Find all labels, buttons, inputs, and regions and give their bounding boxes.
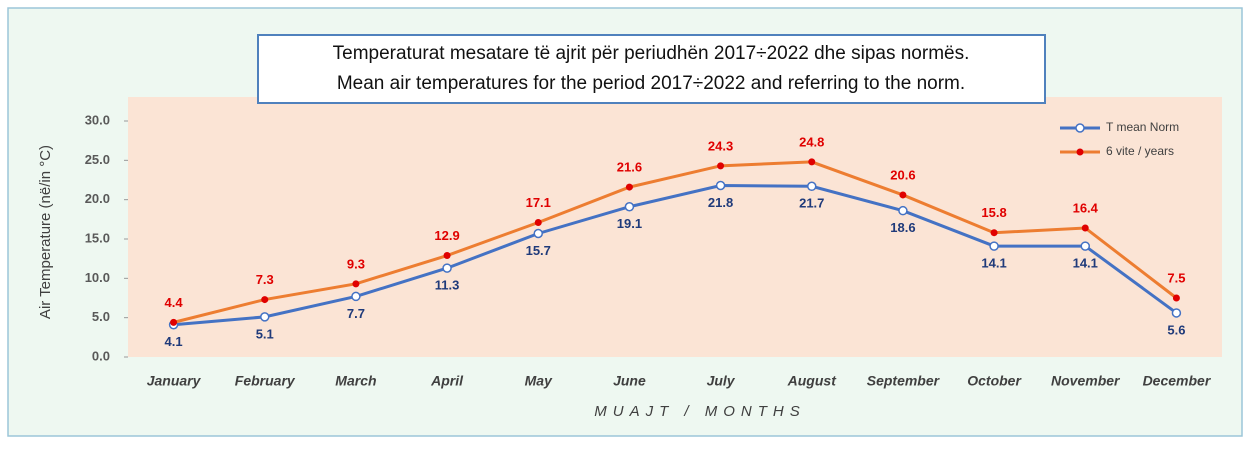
plot-area [128, 97, 1222, 357]
data-label: 21.6 [617, 160, 642, 175]
data-label: 21.8 [708, 195, 733, 210]
y-axis-title: Air Temperature (në/in °C) [37, 145, 54, 319]
data-label: 15.7 [526, 243, 551, 258]
data-label: 21.7 [799, 196, 824, 211]
marker [261, 296, 269, 304]
marker [717, 162, 725, 170]
data-label: 9.3 [347, 256, 365, 271]
data-label: 5.6 [1167, 322, 1185, 337]
data-label: 20.6 [890, 167, 915, 182]
data-label: 11.3 [435, 278, 460, 293]
legend-marker [1075, 123, 1085, 133]
x-tick-label: January [147, 373, 202, 389]
data-label: 24.8 [799, 134, 824, 149]
marker [170, 318, 178, 326]
marker [1171, 308, 1182, 318]
marker [351, 291, 361, 302]
data-label: 14.1 [981, 256, 1006, 271]
series-line [173, 160, 1178, 324]
marker [260, 312, 270, 322]
marker [533, 228, 543, 239]
data-label: 15.8 [981, 205, 1006, 220]
marker [443, 252, 451, 260]
data-label: 18.6 [890, 220, 915, 235]
y-tick-label: 30.0 [85, 112, 110, 127]
x-tick-label: May [525, 373, 553, 389]
data-label: 4.4 [165, 295, 184, 310]
data-label: 12.9 [434, 228, 459, 243]
title-box [257, 34, 1046, 104]
marker [898, 205, 908, 216]
series-line [173, 184, 1178, 327]
data-label: 16.4 [1073, 200, 1099, 215]
marker [624, 201, 635, 212]
marker [1172, 294, 1180, 302]
legend-marker [1076, 148, 1084, 156]
data-label: 5.1 [256, 326, 274, 341]
x-tick-label: August [787, 373, 838, 389]
x-axis-title: MUAJT / MONTHS [594, 403, 806, 420]
y-tick-label: 25.0 [85, 152, 110, 167]
data-label: 19.1 [617, 216, 642, 231]
data-label: 7.5 [1167, 270, 1185, 285]
marker [1080, 241, 1090, 251]
marker [899, 191, 907, 199]
data-label: 4.1 [165, 334, 183, 349]
marker [990, 229, 998, 237]
chart-subtitle: Mean air temperatures for the period 201… [337, 73, 965, 94]
data-label: 24.3 [708, 138, 733, 153]
marker [807, 181, 817, 192]
marker [625, 183, 633, 191]
x-tick-label: March [335, 373, 376, 389]
y-tick-label: 15.0 [85, 230, 110, 245]
y-tick-label: 5.0 [92, 309, 110, 324]
marker [352, 280, 360, 288]
data-label: 7.3 [256, 272, 274, 287]
marker [808, 158, 816, 166]
x-tick-label: February [235, 373, 296, 389]
marker [442, 263, 452, 273]
legend-label: T mean Norm [1106, 120, 1179, 134]
x-tick-label: December [1143, 373, 1212, 389]
x-tick-label: September [867, 373, 941, 389]
legend-label: 6 vite / years [1106, 144, 1174, 158]
x-tick-label: April [430, 373, 464, 389]
y-tick-label: 0.0 [92, 348, 110, 363]
x-tick-label: October [967, 373, 1022, 389]
data-label: 17.1 [526, 195, 551, 210]
x-tick-label: July [707, 373, 736, 389]
x-tick-label: June [613, 373, 646, 389]
chart-title: Temperaturat mesatare të ajrit për periu… [333, 43, 970, 64]
marker [989, 241, 999, 251]
marker [534, 218, 542, 226]
data-label: 7.7 [347, 306, 365, 321]
x-tick-label: November [1051, 373, 1121, 389]
y-tick-label: 20.0 [85, 191, 110, 206]
marker [1081, 224, 1089, 232]
y-tick-label: 10.0 [85, 270, 110, 285]
marker [715, 180, 726, 191]
data-label: 14.1 [1073, 256, 1098, 271]
